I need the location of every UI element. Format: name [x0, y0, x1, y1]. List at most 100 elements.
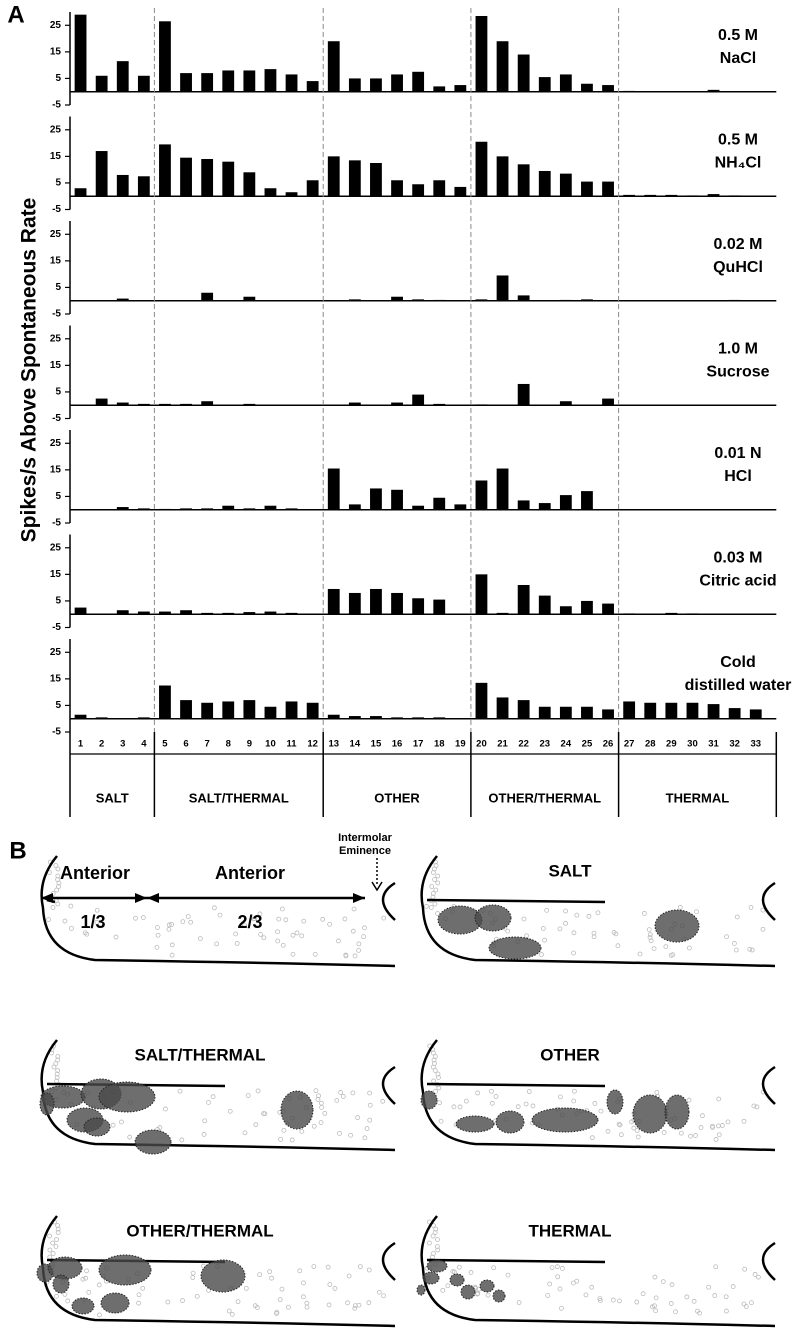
papilla: [201, 1132, 207, 1137]
bar: [559, 173, 572, 197]
papilla: [432, 1230, 438, 1235]
papilla: [732, 941, 737, 946]
papilla: [755, 1274, 761, 1280]
papilla: [571, 1088, 577, 1094]
papilla: [524, 933, 530, 939]
bar: [665, 300, 678, 302]
papilla: [334, 1098, 340, 1103]
bar: [686, 613, 699, 615]
bar: [95, 717, 108, 719]
papilla: [283, 917, 289, 923]
bar: [454, 718, 467, 720]
receptive-field: [495, 1110, 525, 1134]
bar: [201, 702, 214, 719]
papilla: [367, 1117, 373, 1123]
bar: [74, 509, 87, 510]
papilla: [677, 905, 683, 910]
papilla: [733, 947, 739, 953]
papilla: [245, 1093, 251, 1098]
y-tick-label: 25: [50, 542, 62, 553]
receptive-field: [492, 1289, 506, 1303]
papilla: [700, 1113, 705, 1119]
papilla: [716, 1132, 722, 1138]
papilla: [476, 1286, 482, 1292]
papilla: [361, 934, 367, 940]
papilla: [366, 1267, 372, 1273]
papilla: [119, 1119, 124, 1125]
receptive-field: [39, 1092, 55, 1116]
papilla: [706, 1284, 712, 1290]
bar: [285, 612, 298, 615]
papilla: [345, 1300, 350, 1306]
panel-title: 0.5 M: [718, 132, 758, 149]
bar: [222, 505, 235, 510]
papilla: [133, 915, 138, 921]
papilla: [618, 1132, 624, 1138]
bar: [391, 402, 403, 406]
x-tick-label: 28: [645, 739, 656, 750]
papilla: [86, 1289, 92, 1295]
papilla: [725, 1119, 731, 1125]
papilla: [301, 918, 307, 924]
y-tick-label: 15: [50, 255, 62, 266]
papilla: [743, 1304, 749, 1309]
bar: [159, 21, 171, 92]
bar: [137, 611, 150, 615]
bar: [95, 509, 108, 510]
papilla: [653, 1308, 659, 1314]
papilla: [96, 1282, 102, 1288]
bar: [137, 75, 150, 92]
bar: [581, 83, 593, 92]
papilla: [206, 1287, 211, 1293]
y-tick-label: 5: [55, 596, 61, 607]
papilla: [210, 1094, 216, 1100]
papilla: [376, 1289, 382, 1295]
papilla: [435, 880, 441, 886]
bar: [285, 405, 298, 406]
papilla: [505, 1272, 511, 1278]
arrowhead: [135, 893, 147, 903]
papilla: [716, 1096, 722, 1102]
papilla: [540, 925, 546, 931]
papilla: [290, 951, 296, 957]
papilla: [673, 1309, 678, 1315]
bar: [412, 184, 425, 197]
papilla: [424, 903, 429, 909]
papilla: [80, 1276, 86, 1282]
bar: [749, 614, 762, 615]
papilla: [712, 1293, 718, 1298]
annotation: Anterior: [215, 863, 285, 883]
bar: [517, 54, 530, 92]
bar: [581, 404, 593, 406]
bar: [116, 402, 129, 406]
papilla: [463, 1098, 469, 1104]
papilla: [136, 1300, 141, 1306]
papilla: [53, 863, 59, 868]
bar: [623, 194, 636, 197]
bar: [475, 15, 488, 92]
bar: [222, 70, 235, 92]
papilla: [297, 1268, 303, 1274]
bar: [665, 91, 678, 92]
papilla: [352, 1305, 358, 1311]
intermolar-eminence: [761, 1065, 776, 1105]
papilla: [286, 1304, 291, 1310]
papilla: [698, 1125, 704, 1130]
bar: [222, 612, 235, 615]
diagram-title: SALT/THERMAL: [135, 1045, 266, 1064]
papilla: [435, 1247, 441, 1253]
papilla: [457, 1104, 463, 1110]
papilla: [571, 950, 576, 956]
bar: [623, 613, 636, 615]
bar: [159, 403, 171, 406]
papilla: [719, 1123, 725, 1128]
bar: [475, 141, 488, 197]
papilla: [177, 1088, 183, 1094]
bar: [74, 714, 87, 719]
receptive-field: [479, 1279, 495, 1293]
bar: [412, 598, 425, 615]
x-tick-label: 8: [226, 739, 231, 750]
x-tick-label: 9: [247, 739, 252, 750]
papilla: [557, 1094, 563, 1100]
bar: [623, 701, 636, 719]
